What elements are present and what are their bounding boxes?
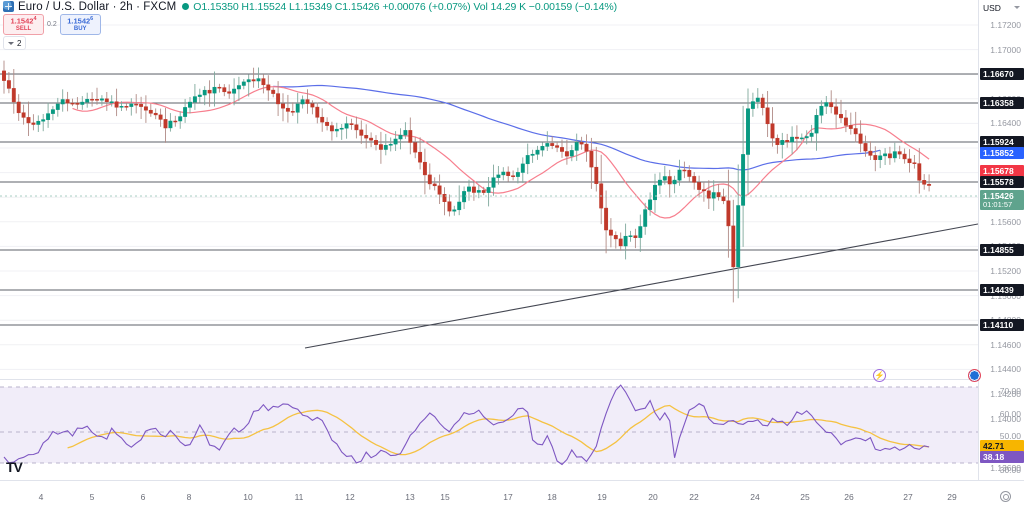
rsi-tick: 70.00 [999, 386, 1021, 396]
symbol-title[interactable]: Euro / U.S. Dollar · 2h · FXCM [18, 0, 177, 13]
ema-slow-label-value: 1.15852 [983, 147, 1014, 158]
time-tick: 19 [597, 492, 607, 502]
time-tick: 22 [689, 492, 699, 502]
price-tick: 1.15200 [990, 266, 1021, 276]
lightning-glyph: ⚡ [874, 371, 885, 380]
time-tick: 27 [903, 492, 913, 502]
time-tick: 4 [38, 492, 44, 502]
buy-button[interactable]: 1.15426 BUY [59, 13, 101, 35]
rsi-tick: 30.00 [999, 465, 1021, 475]
time-tick: 17 [503, 492, 513, 502]
ema-slow-label[interactable]: 1.15852 [980, 147, 1024, 159]
ema-fast-label-value: 1.15678 [983, 165, 1014, 176]
quantity-value: 2 [17, 38, 22, 48]
time-tick: 15 [440, 492, 450, 502]
time-tick: 24 [750, 492, 760, 502]
gear-icon[interactable] [1000, 491, 1011, 502]
horizontal-level-lines [0, 73, 978, 326]
eurusd-flag-icon [3, 1, 14, 12]
tradingview-logo: TV [6, 459, 23, 475]
resistance-2-label[interactable]: 1.16358 [980, 97, 1024, 109]
last-price-label[interactable]: 1.15426 01:01:57 [980, 190, 1024, 210]
rsi-tick: 50.00 [999, 431, 1021, 441]
price-axis[interactable]: USD 1.172001.170001.168001.166001.164001… [978, 0, 1024, 497]
ohlc-values: O1.15350 H1.15524 L1.15349 C1.15426 +0.0… [193, 0, 618, 13]
price-tick: 1.14600 [990, 339, 1021, 350]
rsi-ma-line [67, 404, 930, 456]
time-tick: 6 [140, 492, 146, 502]
price-tick: 1.15600 [990, 216, 1021, 227]
time-tick: 18 [547, 492, 557, 502]
rsi-line [3, 384, 930, 466]
rsi-chart-svg [0, 384, 978, 466]
time-tick: 25 [800, 492, 810, 502]
price-tick: 1.16400 [990, 118, 1021, 129]
time-tick: 11 [294, 492, 304, 502]
time-tick: 12 [345, 492, 355, 502]
support-2-label-value: 1.14855 [983, 244, 1014, 255]
currency-selector[interactable]: USD [981, 2, 1022, 13]
price-chart-svg [0, 24, 978, 370]
time-axis[interactable]: TV 4 5 6 8 10 11 12 13 15 17 18 19 20 22 24 25 26 27 29 [0, 459, 1024, 514]
candlestick-series [2, 60, 932, 303]
support-3-label[interactable]: 1.14439 [980, 284, 1024, 296]
ema-fast-label[interactable]: 1.15678 [980, 165, 1024, 177]
buy-label: BUY [73, 25, 87, 32]
time-tick: 29 [947, 492, 957, 502]
support-3-label-value: 1.14439 [983, 284, 1014, 295]
sell-label: SELL [15, 25, 32, 32]
spread-value: 0.2 [47, 20, 57, 28]
rsi-pane[interactable] [0, 381, 978, 480]
price-tick: 1.14000 [990, 413, 1021, 424]
pane-divider [0, 379, 1024, 380]
time-tick: 10 [243, 492, 253, 502]
time-tick: 5 [89, 492, 95, 502]
chart-legend: Euro / U.S. Dollar · 2h · FXCM O1.15350 … [0, 0, 617, 13]
sell-price-pip: 4 [33, 15, 37, 22]
trade-buttons: 1.15424 SELL 0.2 1.15426 BUY [3, 13, 101, 35]
buy-price-pip: 6 [90, 15, 94, 22]
time-tick: 26 [844, 492, 854, 502]
price-tick: 1.14400 [990, 364, 1021, 375]
resistance-1-label-value: 1.16670 [983, 68, 1014, 79]
target-icon[interactable] [968, 369, 981, 382]
chevron-down-icon [1014, 6, 1020, 9]
buy-price: 1.1542 [67, 16, 91, 25]
support-4-label[interactable]: 1.14110 [980, 319, 1024, 331]
resistance-1-label[interactable]: 1.16670 [980, 68, 1024, 80]
time-tick: 8 [186, 492, 192, 502]
support-1-label-value: 1.15578 [983, 176, 1014, 187]
ema-fast-line [72, 86, 930, 219]
last-price-label-value: 1.15426 [983, 190, 1014, 201]
gridlines [0, 24, 978, 370]
quantity-stepper[interactable]: 2 [3, 36, 27, 50]
sell-price: 1.1542 [10, 16, 34, 25]
rsi-value-label[interactable]: 38.18 [980, 451, 1024, 463]
quantity-row: 2 [3, 36, 27, 50]
currency-label: USD [983, 2, 1001, 13]
rsi-band-fill [0, 387, 978, 463]
sell-button[interactable]: 1.15424 SELL [3, 13, 44, 35]
price-tick: 1.14200 [990, 389, 1021, 399]
support-1-label[interactable]: 1.15578 [980, 176, 1024, 188]
price-tick: 1.17200 [990, 20, 1021, 30]
resistance-2-label-value: 1.16358 [983, 97, 1014, 108]
time-tick: 20 [648, 492, 658, 502]
resistance-3-label-value: 1.15924 [983, 136, 1014, 147]
lightning-icon[interactable]: ⚡ [873, 369, 886, 382]
rsi-ma-value-label[interactable]: 42.71 [980, 440, 1024, 452]
support-4-label-value: 1.14110 [983, 319, 1014, 330]
price-chart-pane[interactable] [0, 0, 978, 378]
rsi-tick: 60.00 [999, 409, 1021, 419]
price-tick: 1.13600 [990, 462, 1021, 473]
chevron-down-icon [8, 41, 14, 45]
market-open-dot-icon [182, 3, 190, 10]
support-2-label[interactable]: 1.14855 [980, 244, 1024, 256]
price-tick: 1.17000 [990, 44, 1021, 55]
countdown-timer: 01:01:57 [983, 200, 1013, 209]
trendline [304, 223, 978, 349]
resistance-3-label[interactable]: 1.15924 [980, 136, 1024, 148]
time-tick: 13 [405, 492, 415, 502]
